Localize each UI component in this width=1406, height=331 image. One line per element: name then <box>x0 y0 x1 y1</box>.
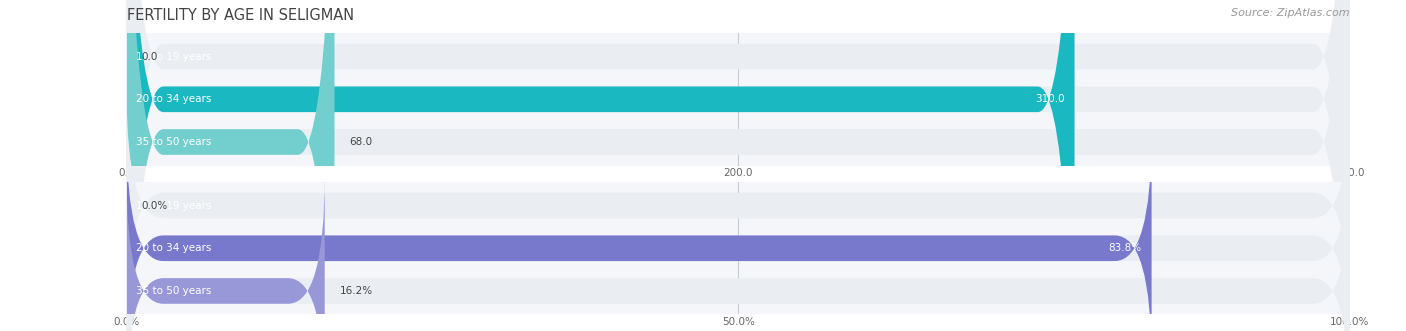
Text: 15 to 19 years: 15 to 19 years <box>136 52 212 62</box>
Text: 310.0: 310.0 <box>1035 94 1064 104</box>
Text: 0.0%: 0.0% <box>141 201 167 211</box>
Text: 83.8%: 83.8% <box>1109 243 1142 253</box>
Text: 0.0: 0.0 <box>141 52 157 62</box>
FancyBboxPatch shape <box>127 133 1152 331</box>
Text: 20 to 34 years: 20 to 34 years <box>136 94 212 104</box>
Text: 68.0: 68.0 <box>349 137 373 147</box>
Text: 20 to 34 years: 20 to 34 years <box>136 243 212 253</box>
Text: 35 to 50 years: 35 to 50 years <box>136 286 212 296</box>
FancyBboxPatch shape <box>127 0 335 331</box>
Text: 16.2%: 16.2% <box>339 286 373 296</box>
Text: Source: ZipAtlas.com: Source: ZipAtlas.com <box>1232 8 1350 18</box>
FancyBboxPatch shape <box>127 0 1074 331</box>
FancyBboxPatch shape <box>127 133 1350 331</box>
Text: 15 to 19 years: 15 to 19 years <box>136 201 212 211</box>
FancyBboxPatch shape <box>127 90 1350 321</box>
FancyBboxPatch shape <box>127 0 1350 331</box>
FancyBboxPatch shape <box>127 0 1350 331</box>
Text: 35 to 50 years: 35 to 50 years <box>136 137 212 147</box>
FancyBboxPatch shape <box>127 176 1350 331</box>
Text: FERTILITY BY AGE IN SELIGMAN: FERTILITY BY AGE IN SELIGMAN <box>127 8 354 23</box>
FancyBboxPatch shape <box>127 0 1350 331</box>
FancyBboxPatch shape <box>127 176 325 331</box>
